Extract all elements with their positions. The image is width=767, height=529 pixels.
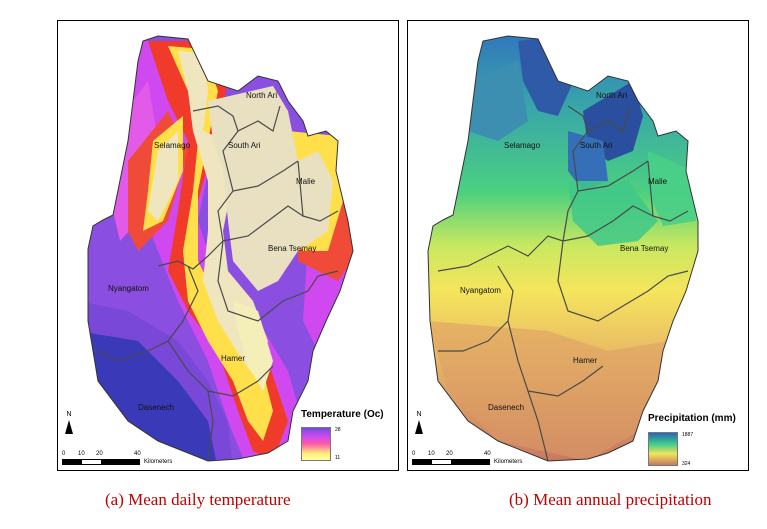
scale-tick: 10	[428, 451, 435, 457]
region-label-dasenech: Dasenech	[488, 403, 524, 412]
region-label-malie: Malie	[648, 177, 668, 186]
scale-bar-graphic	[62, 459, 140, 465]
north-arrow-icon: N	[62, 411, 76, 434]
scale-tick: 20	[446, 451, 453, 457]
region-label-dasenech: Dasenech	[138, 403, 174, 412]
precipitation-legend: Precipitation (mm) 1887 324	[648, 413, 748, 469]
temperature-map: North Ari South Ari Selamago Malie Bena …	[87, 35, 354, 462]
region-label-bena-tsemay: Bena Tsemay	[620, 244, 668, 253]
region-label-selamago: Selamago	[154, 141, 191, 150]
temperature-legend: Temperature (Oc) 28 11	[301, 409, 398, 469]
region-label-north-ari: North Ari	[246, 91, 277, 100]
north-arrow-label: N	[66, 411, 72, 418]
scale-tick: 40	[134, 451, 141, 457]
scale-unit: Kilometers	[494, 459, 523, 465]
temperature-caption: (a) Mean daily temperature	[105, 490, 291, 509]
scale-unit: Kilometers	[144, 459, 173, 465]
region-label-bena-tsemay: Bena Tsemay	[268, 244, 316, 253]
scale-bar-graphic	[412, 459, 490, 465]
precipitation-legend-max: 1887	[682, 432, 694, 438]
scale-tick: 20	[96, 451, 103, 457]
scale-bar: 0 10 20 40 Kilometers	[62, 451, 222, 469]
region-label-north-ari: North Ari	[596, 91, 627, 100]
region-label-selamago: Selamago	[504, 141, 541, 150]
scale-bar: 0 10 20 40 Kilometers	[412, 451, 572, 469]
precipitation-legend-title: Precipitation (mm)	[648, 413, 736, 424]
scale-tick: 0	[62, 451, 66, 457]
region-label-malie: Malie	[296, 177, 316, 186]
region-label-hamer: Hamer	[221, 354, 245, 363]
north-arrow-label: N	[416, 411, 422, 418]
temperature-legend-title: Temperature (Oc)	[301, 409, 384, 420]
temperature-legend-max: 28	[335, 427, 341, 433]
north-arrow-icon: N	[412, 411, 426, 434]
region-label-nyangatom: Nyangatom	[108, 284, 149, 293]
temperature-map-panel: North Ari South Ari Selamago Malie Bena …	[57, 20, 399, 471]
scale-tick: 10	[78, 451, 85, 457]
temperature-legend-min: 11	[335, 455, 341, 461]
region-label-nyangatom: Nyangatom	[460, 286, 501, 295]
precipitation-legend-min: 324	[682, 461, 691, 467]
region-label-hamer: Hamer	[573, 356, 597, 365]
precipitation-map-panel: North Ari South Ari Selamago Malie Bena …	[407, 20, 749, 471]
precipitation-caption: (b) Mean annual precipitation	[509, 490, 712, 509]
scale-tick: 0	[412, 451, 416, 457]
region-label-south-ari: South Ari	[580, 141, 613, 150]
temperature-color-ramp	[301, 427, 331, 461]
region-label-south-ari: South Ari	[228, 141, 261, 150]
precipitation-map: North Ari South Ari Selamago Malie Bena …	[427, 35, 699, 462]
scale-tick: 40	[484, 451, 491, 457]
precipitation-color-ramp	[648, 432, 678, 466]
